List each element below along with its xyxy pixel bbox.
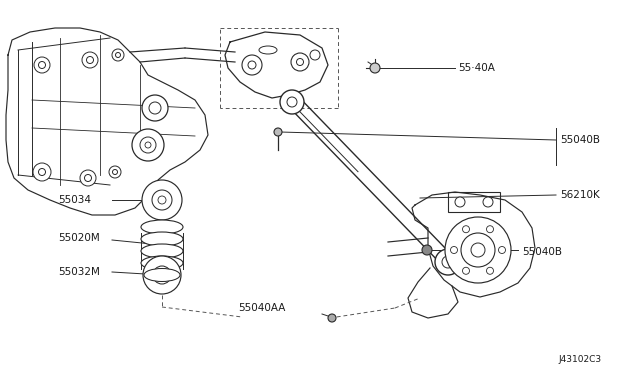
Circle shape: [84, 174, 92, 182]
Circle shape: [38, 61, 45, 68]
Circle shape: [483, 197, 493, 207]
Circle shape: [140, 137, 156, 153]
Text: 55·40A: 55·40A: [458, 63, 495, 73]
Circle shape: [274, 128, 282, 136]
Circle shape: [38, 169, 45, 176]
Text: 55020M: 55020M: [58, 233, 100, 243]
Circle shape: [291, 53, 309, 71]
Ellipse shape: [141, 232, 183, 246]
Circle shape: [142, 95, 168, 121]
Circle shape: [132, 129, 164, 161]
Circle shape: [310, 50, 320, 60]
Text: 55040AA: 55040AA: [238, 303, 285, 313]
Circle shape: [370, 63, 380, 73]
Circle shape: [486, 267, 493, 274]
Circle shape: [82, 52, 98, 68]
Circle shape: [422, 245, 432, 255]
Circle shape: [149, 102, 161, 114]
Bar: [448, 192, 500, 212]
Text: 55034: 55034: [58, 195, 91, 205]
Circle shape: [86, 57, 93, 64]
Ellipse shape: [259, 46, 277, 54]
Circle shape: [451, 247, 458, 253]
Circle shape: [152, 190, 172, 210]
Circle shape: [499, 247, 506, 253]
Circle shape: [280, 90, 304, 114]
Circle shape: [143, 256, 181, 294]
Circle shape: [442, 256, 454, 268]
Circle shape: [109, 166, 121, 178]
Circle shape: [242, 55, 262, 75]
Circle shape: [112, 49, 124, 61]
Text: 55040B: 55040B: [560, 135, 600, 145]
Text: 55040B: 55040B: [522, 247, 562, 257]
Circle shape: [287, 97, 297, 107]
Circle shape: [115, 52, 120, 58]
Circle shape: [153, 266, 171, 284]
Circle shape: [461, 233, 495, 267]
Circle shape: [158, 196, 166, 204]
Circle shape: [486, 226, 493, 233]
Circle shape: [158, 271, 166, 279]
Circle shape: [296, 58, 303, 65]
Circle shape: [471, 243, 485, 257]
Circle shape: [463, 267, 470, 274]
Circle shape: [435, 249, 461, 275]
Circle shape: [142, 180, 182, 220]
Text: J43102C3: J43102C3: [558, 356, 601, 365]
Ellipse shape: [141, 256, 183, 270]
Circle shape: [145, 142, 151, 148]
Ellipse shape: [141, 244, 183, 258]
Circle shape: [328, 314, 336, 322]
Circle shape: [34, 57, 50, 73]
Circle shape: [33, 163, 51, 181]
Ellipse shape: [141, 220, 183, 234]
Text: 55032M: 55032M: [58, 267, 100, 277]
Ellipse shape: [144, 269, 180, 282]
Circle shape: [80, 170, 96, 186]
Circle shape: [463, 226, 470, 233]
Circle shape: [113, 170, 118, 174]
Circle shape: [445, 217, 511, 283]
Circle shape: [248, 61, 256, 69]
Text: 56210K: 56210K: [560, 190, 600, 200]
Circle shape: [455, 197, 465, 207]
